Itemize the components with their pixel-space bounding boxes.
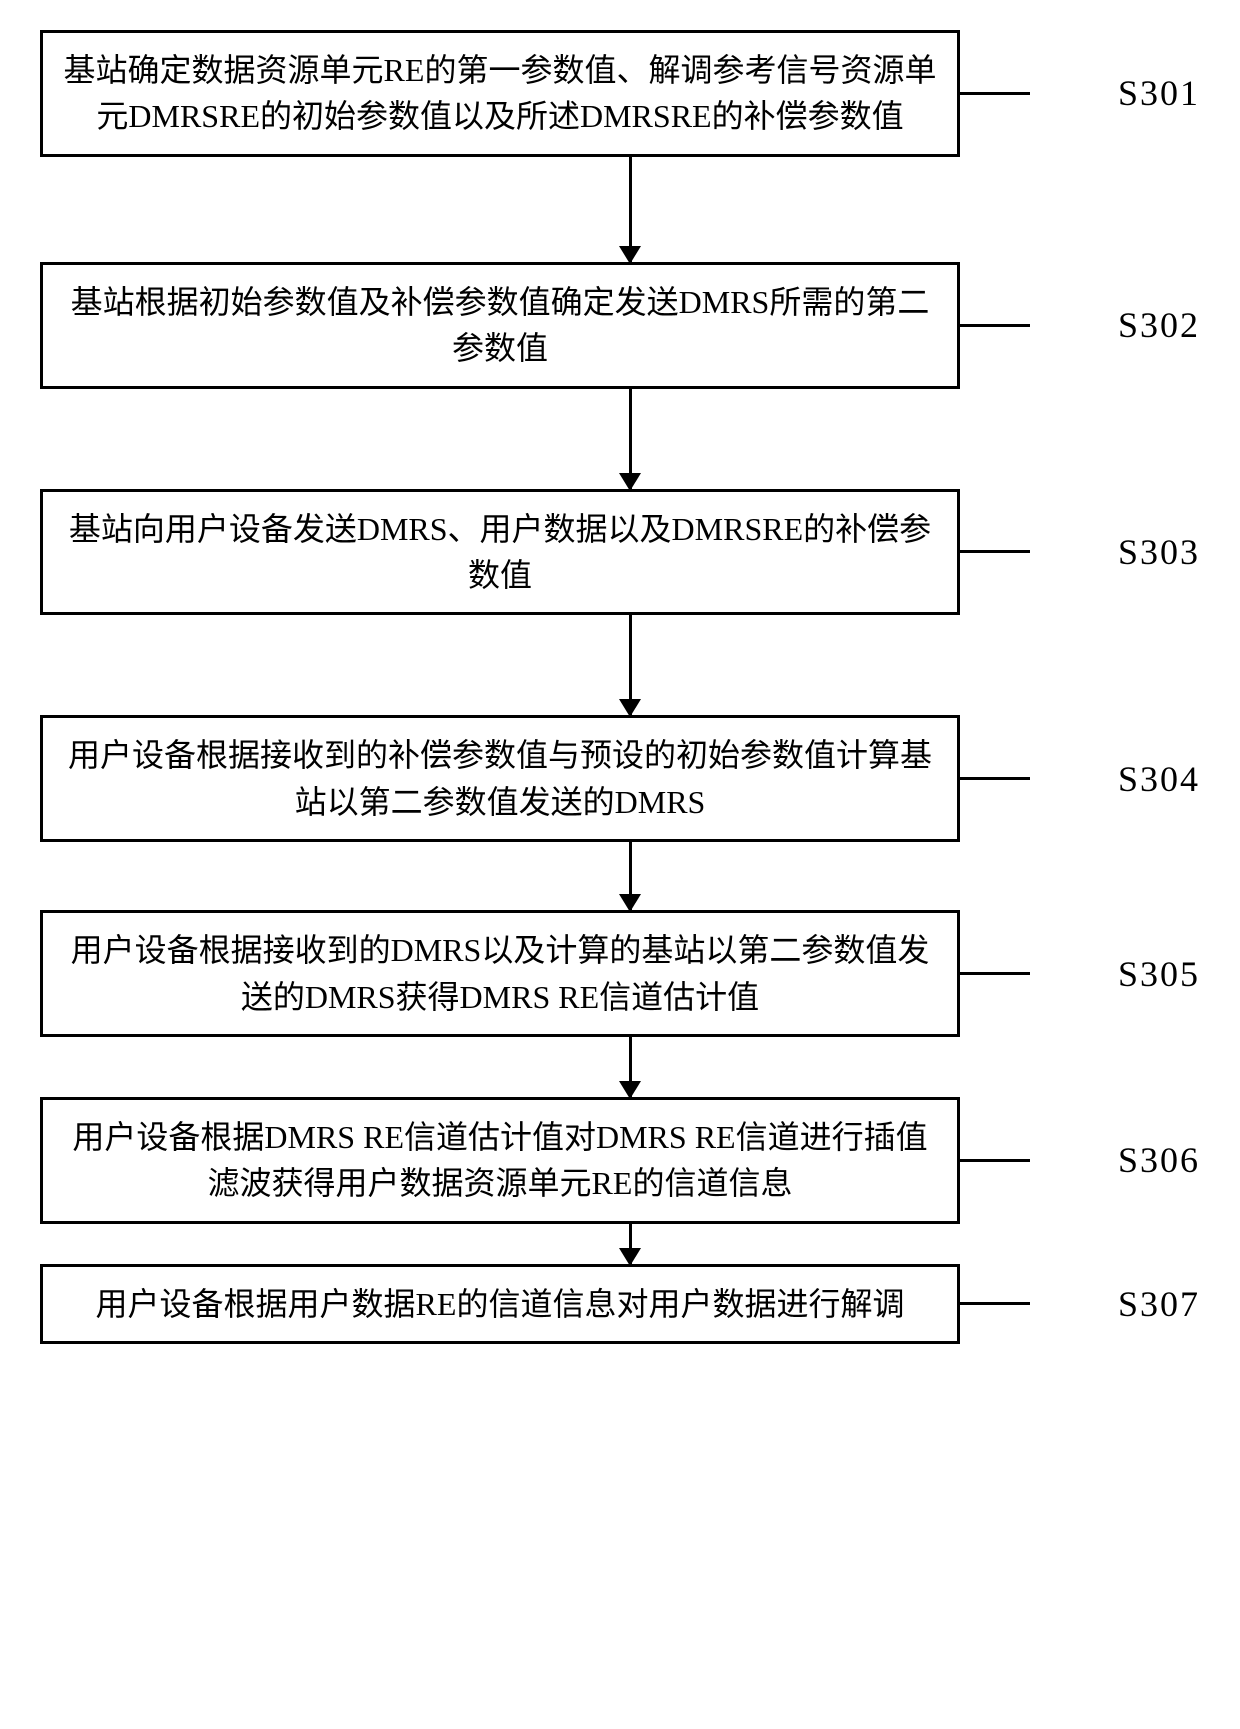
connector-line xyxy=(960,1302,1030,1305)
arrow-container xyxy=(170,1224,1090,1264)
step-row: 基站确定数据资源单元RE的第一参数值、解调参考信号资源单元DMRSRE的初始参数… xyxy=(20,30,1220,157)
step-box-s303: 基站向用户设备发送DMRS、用户数据以及DMRSRE的补偿参数值 xyxy=(40,489,960,616)
step-label-s307: S307 xyxy=(1118,1283,1200,1325)
step-row: 用户设备根据用户数据RE的信道信息对用户数据进行解调 S307 xyxy=(20,1264,1220,1344)
connector-line xyxy=(960,92,1030,95)
step-text: 基站确定数据资源单元RE的第一参数值、解调参考信号资源单元DMRSRE的初始参数… xyxy=(64,52,937,134)
arrow-down-icon xyxy=(629,842,632,910)
arrow-container xyxy=(170,389,1090,489)
step-box-s306: 用户设备根据DMRS RE信道估计值对DMRS RE信道进行插值滤波获得用户数据… xyxy=(40,1097,960,1224)
connector-line xyxy=(960,324,1030,327)
step-box-s301: 基站确定数据资源单元RE的第一参数值、解调参考信号资源单元DMRSRE的初始参数… xyxy=(40,30,960,157)
arrow-container xyxy=(170,842,1090,910)
step-text: 基站向用户设备发送DMRS、用户数据以及DMRSRE的补偿参数值 xyxy=(69,511,931,593)
arrow-container xyxy=(170,615,1090,715)
step-row: 基站向用户设备发送DMRS、用户数据以及DMRSRE的补偿参数值 S303 xyxy=(20,489,1220,616)
step-label-s306: S306 xyxy=(1118,1139,1200,1181)
step-text: 用户设备根据接收到的DMRS以及计算的基站以第二参数值发送的DMRS获得DMRS… xyxy=(71,932,930,1014)
arrow-container xyxy=(170,157,1090,262)
arrow-down-icon xyxy=(629,157,632,262)
step-box-s302: 基站根据初始参数值及补偿参数值确定发送DMRS所需的第二参数值 xyxy=(40,262,960,389)
step-label-s303: S303 xyxy=(1118,531,1200,573)
step-box-s304: 用户设备根据接收到的补偿参数值与预设的初始参数值计算基站以第二参数值发送的DMR… xyxy=(40,715,960,842)
step-text: 用户设备根据用户数据RE的信道信息对用户数据进行解调 xyxy=(96,1286,905,1322)
arrow-down-icon xyxy=(629,1224,632,1264)
step-label-s301: S301 xyxy=(1118,72,1200,114)
arrow-down-icon xyxy=(629,615,632,715)
step-text: 基站根据初始参数值及补偿参数值确定发送DMRS所需的第二参数值 xyxy=(71,284,930,366)
step-row: 用户设备根据接收到的补偿参数值与预设的初始参数值计算基站以第二参数值发送的DMR… xyxy=(20,715,1220,842)
step-text: 用户设备根据DMRS RE信道估计值对DMRS RE信道进行插值滤波获得用户数据… xyxy=(72,1119,927,1201)
step-label-s302: S302 xyxy=(1118,304,1200,346)
arrow-down-icon xyxy=(629,1037,632,1097)
step-box-s305: 用户设备根据接收到的DMRS以及计算的基站以第二参数值发送的DMRS获得DMRS… xyxy=(40,910,960,1037)
connector-line xyxy=(960,1159,1030,1162)
connector-line xyxy=(960,777,1030,780)
step-box-s307: 用户设备根据用户数据RE的信道信息对用户数据进行解调 xyxy=(40,1264,960,1344)
step-row: 基站根据初始参数值及补偿参数值确定发送DMRS所需的第二参数值 S302 xyxy=(20,262,1220,389)
step-text: 用户设备根据接收到的补偿参数值与预设的初始参数值计算基站以第二参数值发送的DMR… xyxy=(68,737,932,819)
step-label-s305: S305 xyxy=(1118,953,1200,995)
step-row: 用户设备根据接收到的DMRS以及计算的基站以第二参数值发送的DMRS获得DMRS… xyxy=(20,910,1220,1037)
connector-line xyxy=(960,550,1030,553)
arrow-container xyxy=(170,1037,1090,1097)
step-label-s304: S304 xyxy=(1118,758,1200,800)
flowchart-container: 基站确定数据资源单元RE的第一参数值、解调参考信号资源单元DMRSRE的初始参数… xyxy=(20,30,1220,1344)
step-row: 用户设备根据DMRS RE信道估计值对DMRS RE信道进行插值滤波获得用户数据… xyxy=(20,1097,1220,1224)
connector-line xyxy=(960,972,1030,975)
arrow-down-icon xyxy=(629,389,632,489)
